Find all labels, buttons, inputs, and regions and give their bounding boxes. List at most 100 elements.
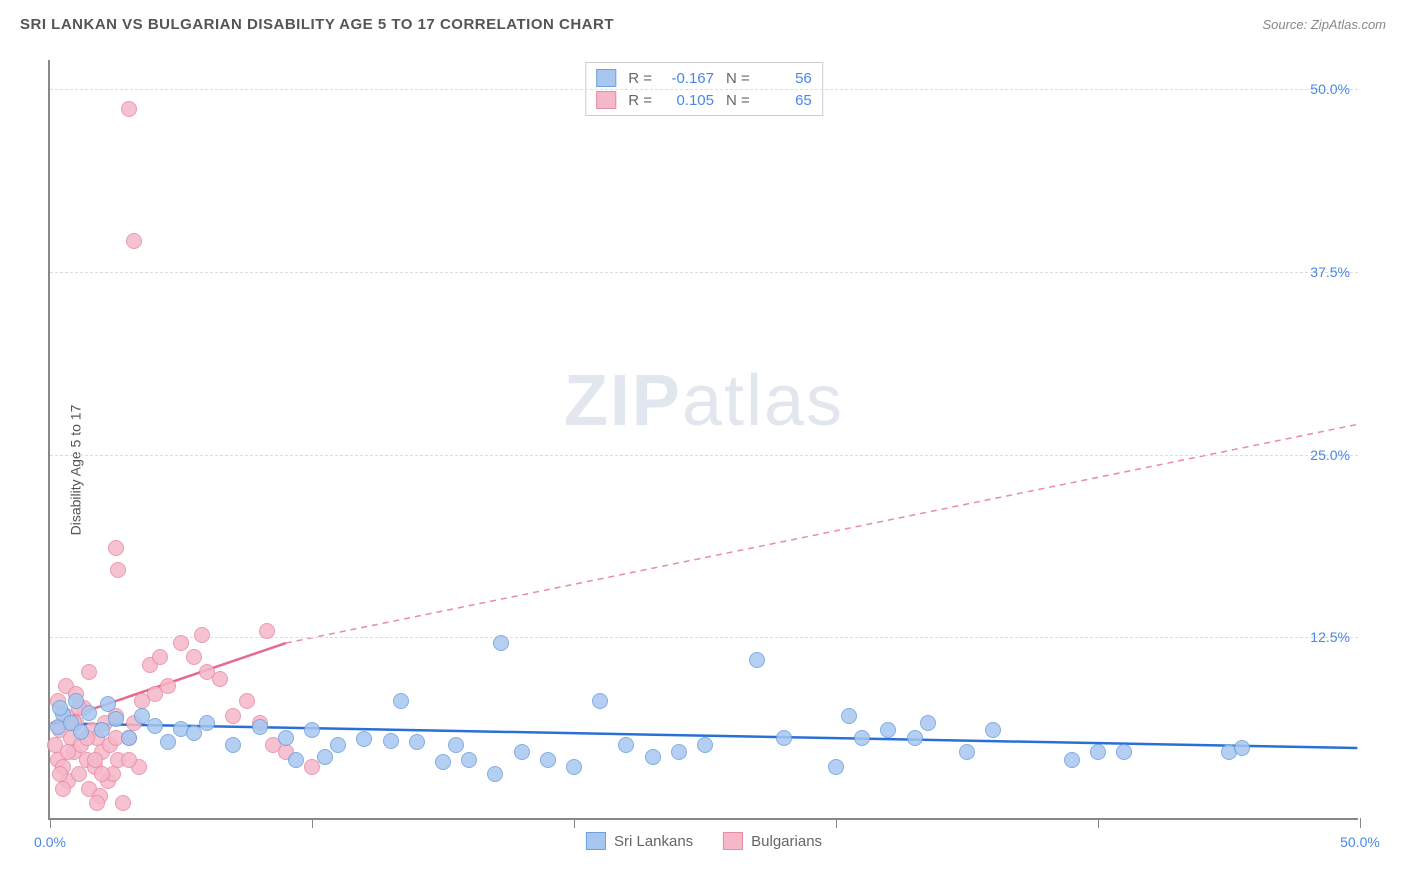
scatter-point (87, 752, 103, 768)
scatter-point (60, 744, 76, 760)
legend-swatch (596, 91, 616, 109)
legend-label: Bulgarians (751, 833, 822, 850)
scatter-point (487, 766, 503, 782)
legend-item: Sri Lankans (586, 832, 693, 850)
x-tick (574, 818, 575, 828)
legend-item: Bulgarians (723, 832, 822, 850)
scatter-point (199, 715, 215, 731)
scatter-point (566, 759, 582, 775)
scatter-point (115, 795, 131, 811)
scatter-point (317, 749, 333, 765)
scatter-point (985, 722, 1001, 738)
scatter-point (749, 652, 765, 668)
scatter-point (110, 562, 126, 578)
scatter-point (356, 731, 372, 747)
x-tick (312, 818, 313, 828)
scatter-point (52, 766, 68, 782)
scatter-point (854, 730, 870, 746)
scatter-point (671, 744, 687, 760)
scatter-point (461, 752, 477, 768)
scatter-point (880, 722, 896, 738)
legend-swatch (586, 832, 606, 850)
scatter-point (108, 711, 124, 727)
scatter-point (514, 744, 530, 760)
scatter-point (81, 705, 97, 721)
x-tick (836, 818, 837, 828)
scatter-point (194, 627, 210, 643)
scatter-point (540, 752, 556, 768)
x-tick (50, 818, 51, 828)
scatter-point (1090, 744, 1106, 760)
stats-row: R = 0.105 N = 65 (596, 89, 812, 111)
gridline-h (50, 455, 1358, 456)
chart-source: Source: ZipAtlas.com (1262, 17, 1386, 32)
scatter-point (409, 734, 425, 750)
r-value: -0.167 (664, 70, 714, 87)
trend-line (286, 424, 1357, 643)
scatter-point (68, 693, 84, 709)
gridline-h (50, 272, 1358, 273)
scatter-point (278, 730, 294, 746)
scatter-point (73, 724, 89, 740)
x-tick (1098, 818, 1099, 828)
n-label: N = (726, 70, 750, 87)
scatter-point (100, 696, 116, 712)
legend-swatch (596, 69, 616, 87)
scatter-point (493, 635, 509, 651)
gridline-h (50, 637, 1358, 638)
r-value: 0.105 (664, 92, 714, 109)
scatter-point (959, 744, 975, 760)
scatter-point (259, 623, 275, 639)
scatter-point (435, 754, 451, 770)
scatter-point (94, 722, 110, 738)
scatter-point (160, 678, 176, 694)
scatter-point (907, 730, 923, 746)
r-label: R = (628, 70, 652, 87)
scatter-point (1064, 752, 1080, 768)
watermark: ZIPatlas (564, 360, 844, 442)
scatter-point (288, 752, 304, 768)
legend-swatch (723, 832, 743, 850)
scatter-point (618, 737, 634, 753)
scatter-point (225, 737, 241, 753)
scatter-point (212, 671, 228, 687)
stats-row: R =-0.167N =56 (596, 67, 812, 89)
x-tick-label: 50.0% (1340, 834, 1380, 850)
y-tick-label: 25.0% (1310, 447, 1350, 463)
scatter-point (828, 759, 844, 775)
chart-container: Disability Age 5 to 17 ZIPatlas R =-0.16… (0, 48, 1406, 892)
scatter-point (94, 766, 110, 782)
scatter-point (121, 730, 137, 746)
scatter-point (841, 708, 857, 724)
n-value: 65 (762, 92, 812, 109)
scatter-point (225, 708, 241, 724)
x-tick (1360, 818, 1361, 828)
y-tick-label: 37.5% (1310, 264, 1350, 280)
scatter-point (89, 795, 105, 811)
scatter-point (121, 752, 137, 768)
scatter-point (108, 540, 124, 556)
legend-label: Sri Lankans (614, 833, 693, 850)
scatter-point (645, 749, 661, 765)
scatter-point (304, 722, 320, 738)
scatter-point (71, 766, 87, 782)
scatter-point (173, 635, 189, 651)
scatter-point (121, 101, 137, 117)
n-label: N = (726, 92, 750, 109)
plot-area: ZIPatlas R =-0.167N =56R =0.105N =65 Sri… (48, 60, 1358, 820)
scatter-point (920, 715, 936, 731)
scatter-point (383, 733, 399, 749)
scatter-point (330, 737, 346, 753)
series-legend: Sri Lankans Bulgarians (586, 832, 822, 850)
y-tick-label: 50.0% (1310, 81, 1350, 97)
scatter-point (697, 737, 713, 753)
scatter-point (81, 664, 97, 680)
chart-title: SRI LANKAN VS BULGARIAN DISABILITY AGE 5… (20, 16, 614, 33)
scatter-point (152, 649, 168, 665)
scatter-point (55, 781, 71, 797)
r-label: R = (628, 92, 652, 109)
scatter-point (1116, 744, 1132, 760)
scatter-point (393, 693, 409, 709)
scatter-point (448, 737, 464, 753)
scatter-point (1234, 740, 1250, 756)
